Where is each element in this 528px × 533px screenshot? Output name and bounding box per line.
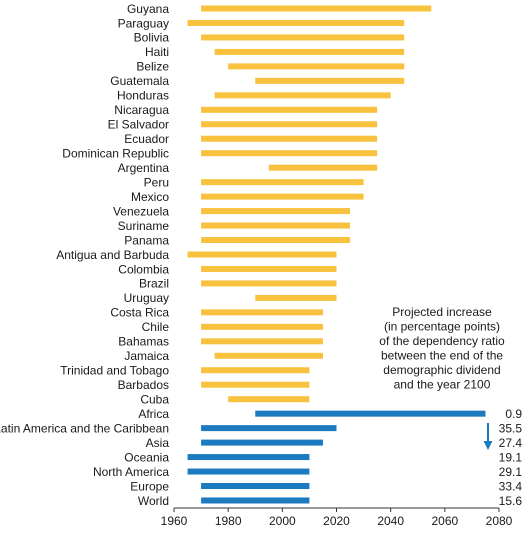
label-argentina: Argentina bbox=[118, 161, 170, 175]
bar-suriname bbox=[201, 222, 351, 229]
x-axis: 1960 1980 2000 2020 2040 2060 2080 bbox=[161, 507, 513, 528]
label-north-america: North America bbox=[93, 465, 169, 479]
bar-antigua-and-barbuda bbox=[187, 251, 337, 258]
bar-chile bbox=[201, 323, 323, 330]
label-dominican-republic: Dominican Republic bbox=[62, 147, 169, 161]
label-world: World bbox=[138, 494, 169, 508]
bar-africa bbox=[255, 410, 486, 417]
label-belize: Belize bbox=[136, 60, 169, 74]
bar-paraguay bbox=[187, 19, 405, 26]
label-europe: Europe bbox=[130, 479, 169, 493]
bar-honduras bbox=[214, 92, 391, 99]
bar-ecuador bbox=[201, 135, 378, 142]
annotation-line: between the end of the bbox=[381, 349, 503, 363]
annotation-line: and the year 2100 bbox=[394, 378, 491, 392]
label-haiti: Haiti bbox=[145, 45, 169, 59]
bar-barbados bbox=[201, 381, 310, 388]
bar-haiti bbox=[214, 48, 405, 55]
label-barbados: Barbados bbox=[118, 378, 169, 392]
bar-north-america bbox=[187, 468, 310, 475]
bar-europe bbox=[201, 483, 310, 490]
label-ecuador: Ecuador bbox=[124, 132, 169, 146]
category-labels-layer: GuyanaParaguayBoliviaHaitiBelizeGuatemal… bbox=[0, 2, 169, 508]
x-tick-label-2000: 2000 bbox=[269, 514, 296, 528]
bar-costa-rica bbox=[201, 309, 323, 316]
label-mexico: Mexico bbox=[131, 190, 169, 204]
label-asia: Asia bbox=[146, 436, 170, 450]
annotation-line: of the dependency ratio bbox=[379, 334, 505, 348]
label-oceania: Oceania bbox=[124, 450, 169, 464]
label-bolivia: Bolivia bbox=[134, 31, 170, 45]
bar-peru bbox=[201, 179, 364, 186]
label-venezuela: Venezuela bbox=[113, 204, 169, 218]
label-panama: Panama bbox=[124, 233, 169, 247]
increase-africa: 0.9 bbox=[505, 407, 522, 421]
label-africa: Africa bbox=[138, 407, 169, 421]
bar-world bbox=[201, 497, 310, 504]
label-nicaragua: Nicaragua bbox=[114, 103, 169, 117]
increase-asia: 27.4 bbox=[499, 436, 523, 450]
increase-world: 15.6 bbox=[499, 494, 523, 508]
label-uruguay: Uruguay bbox=[124, 291, 169, 305]
bar-oceania bbox=[187, 454, 310, 461]
label-trinidad-and-tobago: Trinidad and Tobago bbox=[60, 364, 169, 378]
annotation-line: demographic dividend bbox=[383, 363, 500, 377]
label-brazil: Brazil bbox=[139, 277, 169, 291]
bar-bolivia bbox=[201, 34, 405, 41]
bar-guatemala bbox=[255, 77, 405, 84]
x-tick-label-1960: 1960 bbox=[161, 514, 188, 528]
bar-jamaica bbox=[214, 352, 323, 359]
label-el-salvador: El Salvador bbox=[108, 118, 169, 132]
label-jamaica: Jamaica bbox=[124, 349, 169, 363]
label-guatemala: Guatemala bbox=[110, 74, 169, 88]
label-honduras: Honduras bbox=[117, 89, 169, 103]
x-tick-label-2080: 2080 bbox=[486, 514, 513, 528]
label-paraguay: Paraguay bbox=[118, 16, 169, 30]
increase-latin-america-and-the-caribbean: 35.5 bbox=[499, 421, 523, 435]
increase-north-america: 29.1 bbox=[499, 465, 523, 479]
annotation-line: (in percentage points) bbox=[384, 320, 500, 334]
bar-mexico bbox=[201, 193, 364, 200]
label-bahamas: Bahamas bbox=[118, 335, 169, 349]
label-suriname: Suriname bbox=[118, 219, 170, 233]
bar-asia bbox=[201, 439, 323, 446]
x-tick-label-2040: 2040 bbox=[377, 514, 404, 528]
label-chile: Chile bbox=[142, 320, 170, 334]
annotation-block: Projected increase(in percentage points)… bbox=[379, 305, 505, 392]
bar-colombia bbox=[201, 265, 337, 272]
label-peru: Peru bbox=[144, 175, 169, 189]
label-costa-rica: Costa Rica bbox=[110, 306, 169, 320]
x-tick-label-2060: 2060 bbox=[431, 514, 458, 528]
annotation-line: Projected increase bbox=[392, 305, 492, 319]
label-colombia: Colombia bbox=[118, 262, 169, 276]
bar-latin-america-and-the-caribbean bbox=[201, 425, 337, 432]
bar-bahamas bbox=[201, 338, 323, 345]
bar-panama bbox=[201, 237, 351, 244]
arrow-head bbox=[483, 441, 493, 450]
bar-dominican-republic bbox=[201, 150, 378, 157]
bar-guyana bbox=[201, 5, 432, 12]
increase-values-layer: 0.935.527.419.129.133.415.6 bbox=[499, 407, 523, 508]
bar-belize bbox=[228, 63, 405, 70]
bar-brazil bbox=[201, 280, 337, 287]
increase-europe: 33.4 bbox=[499, 479, 523, 493]
bar-venezuela bbox=[201, 208, 351, 215]
label-antigua-and-barbuda: Antigua and Barbuda bbox=[56, 248, 169, 262]
bar-argentina bbox=[268, 164, 378, 171]
label-guyana: Guyana bbox=[127, 2, 169, 16]
bar-trinidad-and-tobago bbox=[201, 367, 310, 374]
bar-cuba bbox=[228, 396, 310, 403]
increase-oceania: 19.1 bbox=[499, 450, 523, 464]
x-tick-label-2020: 2020 bbox=[323, 514, 350, 528]
bars-layer bbox=[187, 5, 486, 504]
bar-uruguay bbox=[255, 294, 337, 301]
bar-el-salvador bbox=[201, 121, 378, 128]
label-latin-america-and-the-caribbean: Latin America and the Caribbean bbox=[0, 421, 169, 435]
bar-nicaragua bbox=[201, 106, 378, 113]
x-tick-label-1980: 1980 bbox=[215, 514, 242, 528]
label-cuba: Cuba bbox=[140, 392, 169, 406]
down-arrow-icon bbox=[483, 423, 493, 450]
